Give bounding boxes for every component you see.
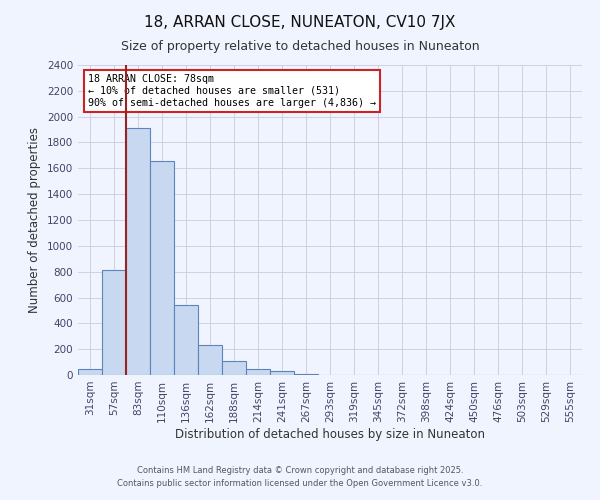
X-axis label: Distribution of detached houses by size in Nuneaton: Distribution of detached houses by size …: [175, 428, 485, 440]
Bar: [270, 372, 294, 375]
Bar: [246, 368, 270, 375]
Bar: [126, 128, 150, 375]
Y-axis label: Number of detached properties: Number of detached properties: [28, 127, 41, 313]
Bar: [222, 361, 246, 375]
Bar: [78, 368, 102, 375]
Text: Size of property relative to detached houses in Nuneaton: Size of property relative to detached ho…: [121, 40, 479, 53]
Bar: [174, 304, 198, 375]
Bar: [294, 374, 318, 375]
Bar: [102, 270, 126, 375]
Bar: [198, 344, 222, 375]
Text: 18, ARRAN CLOSE, NUNEATON, CV10 7JX: 18, ARRAN CLOSE, NUNEATON, CV10 7JX: [144, 15, 456, 30]
Text: Contains HM Land Registry data © Crown copyright and database right 2025.
Contai: Contains HM Land Registry data © Crown c…: [118, 466, 482, 487]
Bar: [150, 161, 174, 375]
Text: 18 ARRAN CLOSE: 78sqm
← 10% of detached houses are smaller (531)
90% of semi-det: 18 ARRAN CLOSE: 78sqm ← 10% of detached …: [88, 74, 376, 108]
